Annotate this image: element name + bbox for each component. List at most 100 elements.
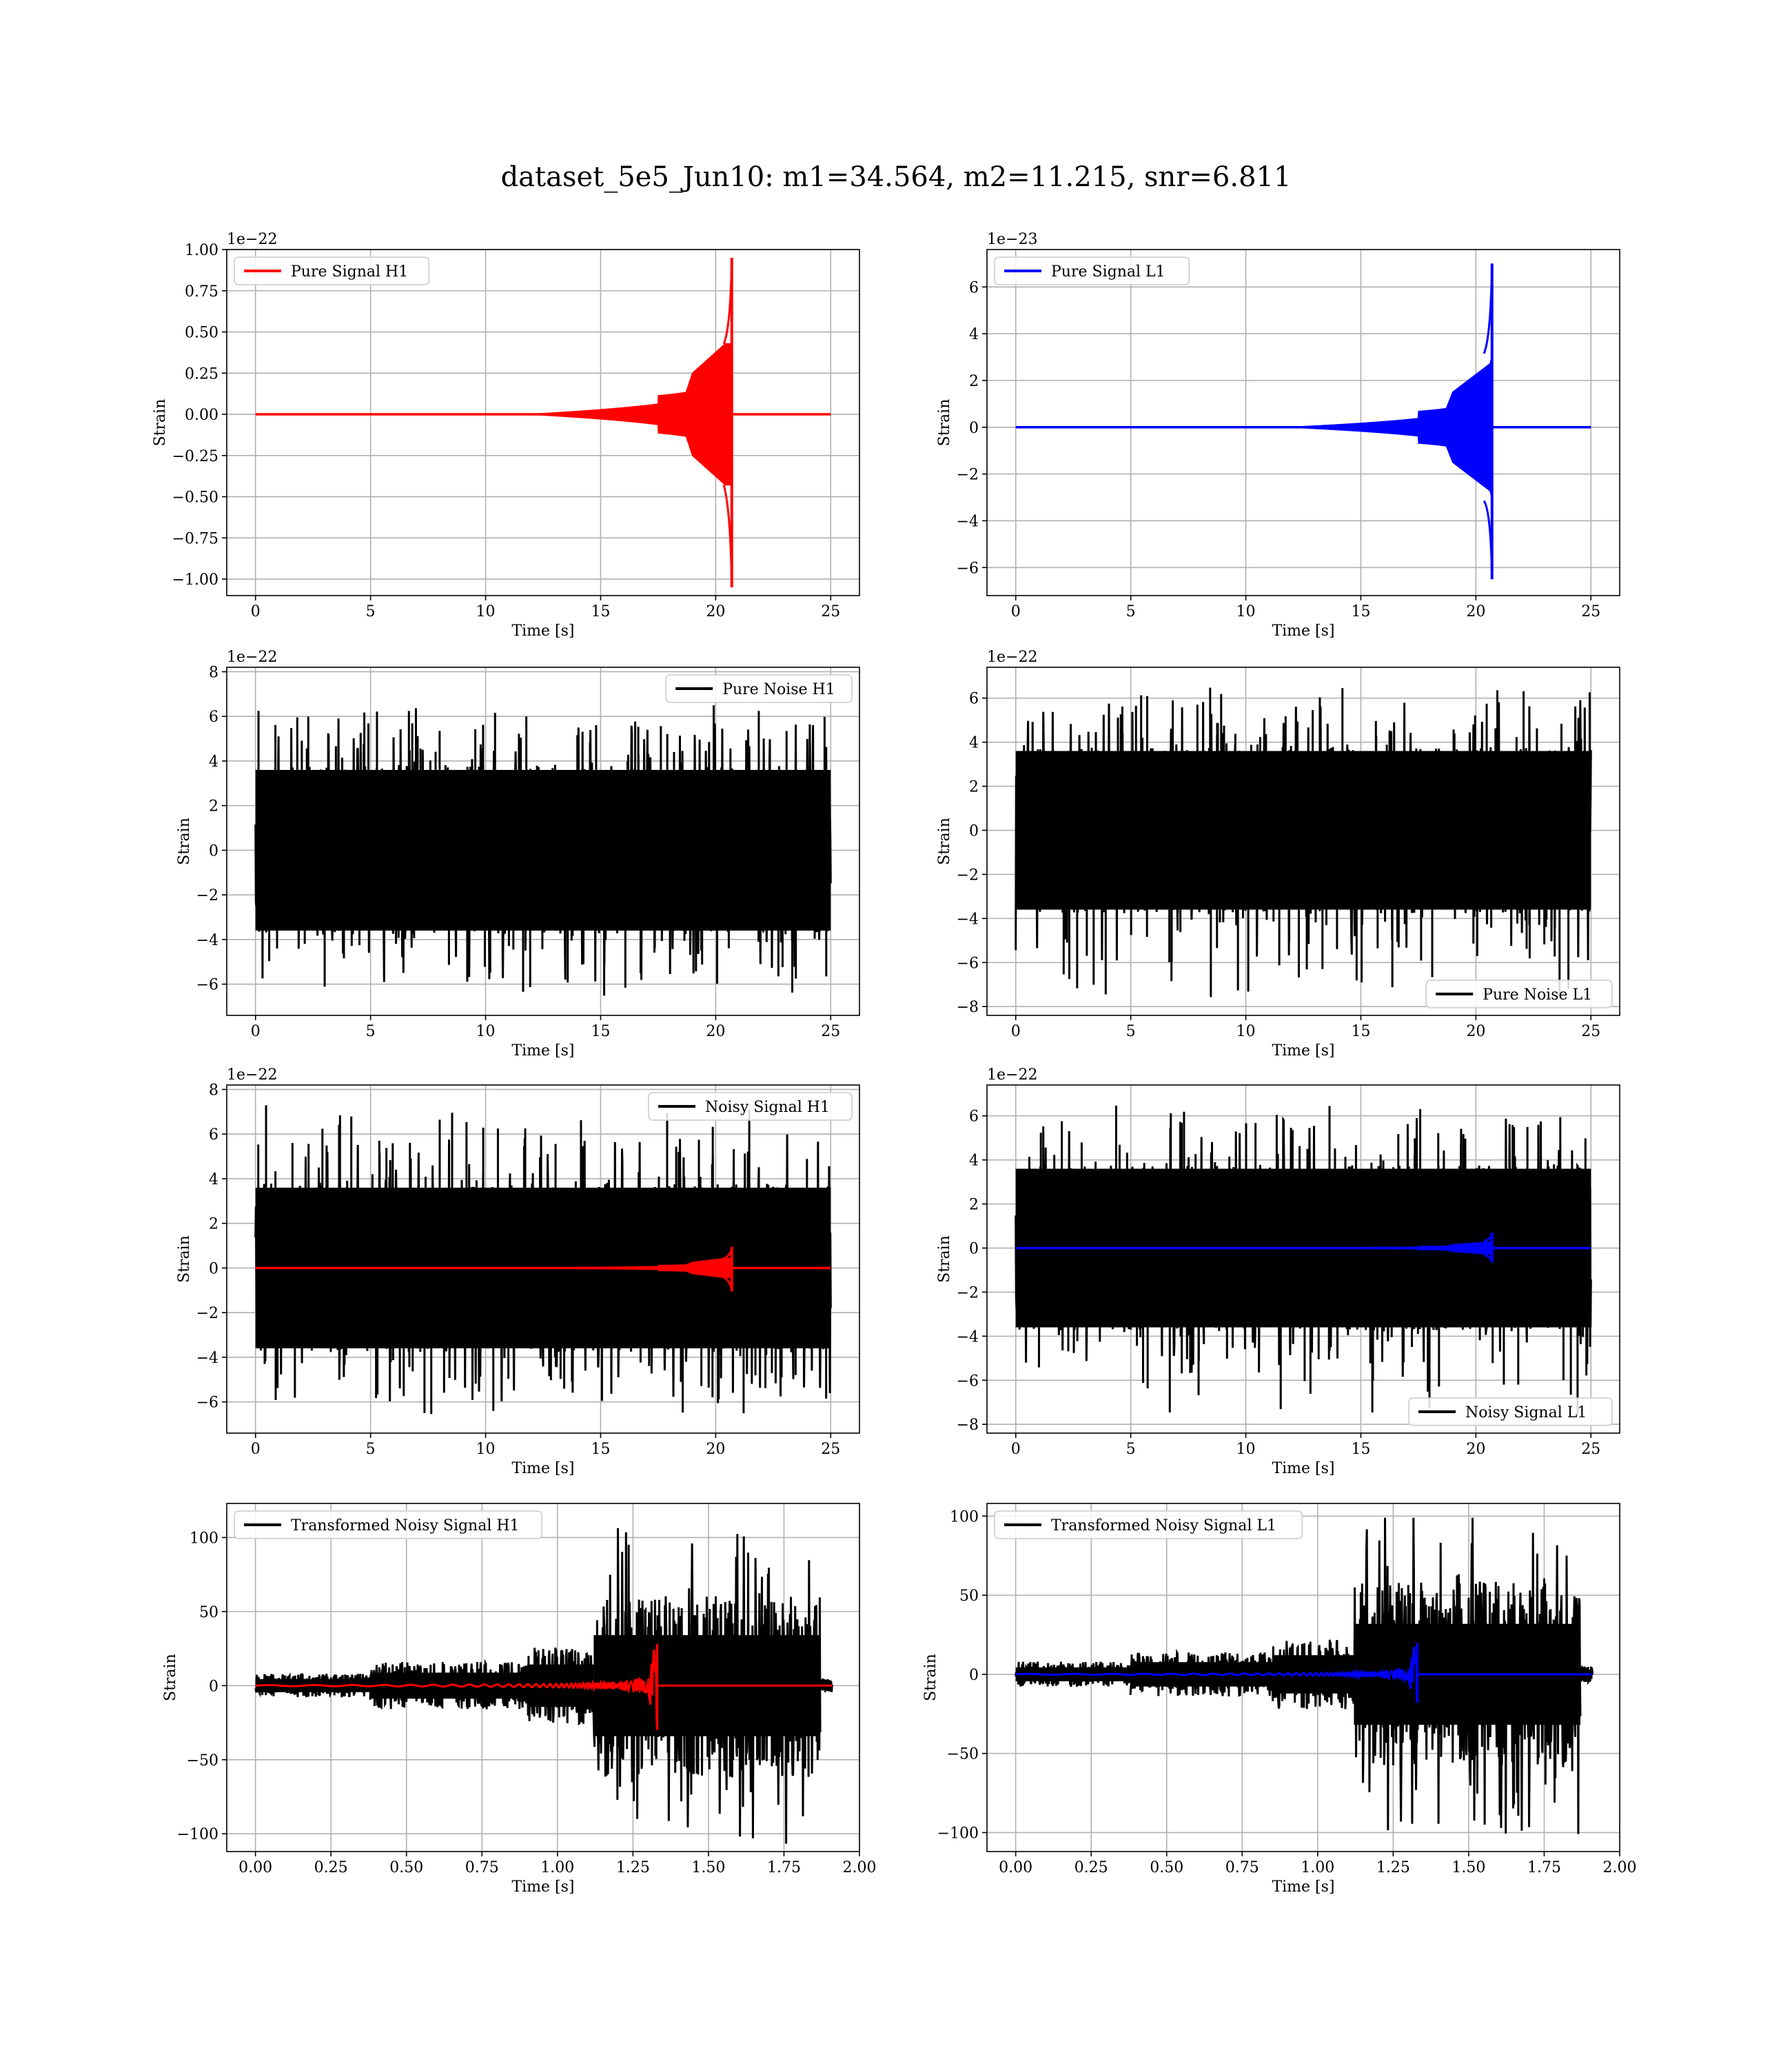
x-axis-label: Time [s]: [511, 1042, 574, 1060]
x-tick-label: 20: [1466, 1023, 1485, 1040]
y-tick-label: 0: [209, 842, 218, 860]
x-tick-label: 0.50: [1150, 1859, 1183, 1876]
y-tick-label: −2: [957, 1284, 979, 1301]
x-tick-label: 1.00: [540, 1859, 574, 1876]
x-tick-label: 5: [366, 1441, 376, 1458]
y-tick-label: −1.00: [172, 571, 218, 589]
axis-offset-text: 1e−22: [987, 649, 1037, 666]
x-tick-label: 20: [706, 603, 725, 620]
plot-area: [1015, 1105, 1592, 1416]
axes-frame: [226, 249, 860, 596]
chirp-rise-bottom: [1483, 1254, 1494, 1263]
y-tick-label: 2: [209, 798, 218, 815]
axes-frame: [986, 1084, 1620, 1434]
legend: Pure Signal H1: [234, 256, 430, 285]
y-tick-label: −50: [187, 1752, 218, 1770]
y-axis-label: Strain: [936, 818, 953, 865]
y-tick-label: 4: [209, 1171, 218, 1188]
y-tick-label: 0.25: [185, 365, 218, 383]
y-tick-label: −4: [957, 513, 979, 530]
y-tick-label: 0: [969, 1667, 979, 1684]
y-tick-label: −50: [947, 1746, 979, 1763]
y-tick-label: 4: [969, 326, 979, 343]
chirp-rise-bottom: [722, 484, 733, 588]
x-axis-label: Time [s]: [511, 1460, 574, 1477]
y-tick-label: −6: [957, 955, 979, 972]
x-tick-label: 2.00: [843, 1859, 877, 1876]
x-tick-label: 0.25: [314, 1859, 348, 1876]
chart-panel-1: 0 5 10 15 20 25 1.00 0.75 0.50 0.25 0.00 −0.25 −0.50…: [152, 231, 860, 640]
y-tick-label: 100: [190, 1530, 218, 1547]
x-tick-label: 25: [821, 603, 840, 620]
legend: Pure Noise L1: [1425, 980, 1613, 1008]
x-tick-label: 5: [1126, 1023, 1136, 1040]
y-tick-label: −4: [957, 911, 979, 928]
y-tick-label: 0.75: [185, 283, 218, 301]
legend-box: [1425, 980, 1613, 1008]
x-tick-label: 5: [1126, 1441, 1136, 1458]
plot-area: [254, 1105, 832, 1415]
legend-label: Pure Noise L1: [1483, 986, 1592, 1004]
axes-frame: [986, 1503, 1620, 1852]
legend: Transformed Noisy Signal L1: [994, 1510, 1303, 1539]
plot-area: [254, 705, 832, 996]
x-tick-label: 0.00: [238, 1859, 272, 1876]
chirp-rise-top: [1483, 1232, 1494, 1242]
x-tick-label: 15: [1351, 1441, 1370, 1458]
x-tick-label: 25: [821, 1441, 840, 1458]
y-tick-label: 6: [209, 709, 218, 726]
legend-label: Transformed Noisy Signal H1: [291, 1517, 520, 1534]
x-tick-label: 25: [1581, 1441, 1600, 1458]
chirp-rise-top: [723, 1246, 733, 1260]
legend: Pure Signal L1: [994, 256, 1190, 285]
x-tick-label: 1.00: [1301, 1859, 1334, 1876]
y-tick-label: 0: [969, 1241, 979, 1258]
y-tick-label: 2: [969, 1197, 979, 1214]
x-tick-label: 10: [1236, 603, 1256, 620]
axes-frame: [226, 1503, 860, 1852]
y-axis-label: Strain: [162, 1654, 179, 1701]
series-noise-fill: [1015, 751, 1591, 910]
legend-box: [994, 256, 1190, 285]
legend-label: Noisy Signal H1: [705, 1099, 830, 1116]
x-tick-label: 1.25: [616, 1859, 650, 1876]
x-tick-label: 10: [1236, 1441, 1256, 1458]
y-axis-label: Strain: [176, 1235, 193, 1283]
y-axis-label: Strain: [922, 1654, 939, 1701]
y-tick-label: 2: [209, 1216, 218, 1233]
y-tick-label: 6: [969, 279, 979, 296]
plot-area: [1015, 1517, 1594, 1834]
axis-offset-text: 1e−22: [987, 1066, 1037, 1084]
series-noise-fill: [255, 769, 831, 931]
x-tick-label: 10: [476, 1023, 496, 1040]
x-tick-label: 0: [251, 1023, 261, 1040]
series-overlay-line: [255, 1649, 833, 1723]
y-tick-label: 2: [969, 373, 979, 390]
plot-area: [255, 257, 831, 588]
y-tick-label: −100: [937, 1825, 979, 1842]
x-tick-label: 10: [476, 603, 496, 620]
y-tick-label: −8: [957, 999, 979, 1016]
y-tick-label: 2: [969, 779, 979, 796]
y-tick-label: −2: [957, 866, 979, 884]
plot-area: [254, 1528, 834, 1844]
x-tick-label: 0.00: [999, 1859, 1032, 1876]
x-tick-label: 0: [1011, 1441, 1021, 1458]
series-overlay-line: [1015, 1646, 1593, 1703]
y-tick-label: 0.00: [185, 407, 218, 424]
legend: Transformed Noisy Signal H1: [234, 1510, 543, 1539]
legend: Noisy Signal L1: [1408, 1397, 1613, 1426]
x-tick-label: 1.50: [1452, 1859, 1485, 1876]
y-axis-label: Strain: [152, 399, 169, 447]
chirp-rise-top: [722, 257, 733, 345]
x-tick-label: 1.25: [1376, 1859, 1410, 1876]
legend-box: [665, 674, 853, 703]
y-tick-label: −6: [957, 1372, 979, 1390]
legend-box: [234, 256, 430, 285]
y-tick-label: 6: [969, 691, 979, 708]
plot-area: [1015, 263, 1591, 580]
x-tick-label: 15: [1351, 1023, 1370, 1040]
x-tick-label: 5: [366, 603, 376, 620]
legend-label: Pure Signal L1: [1051, 263, 1165, 281]
